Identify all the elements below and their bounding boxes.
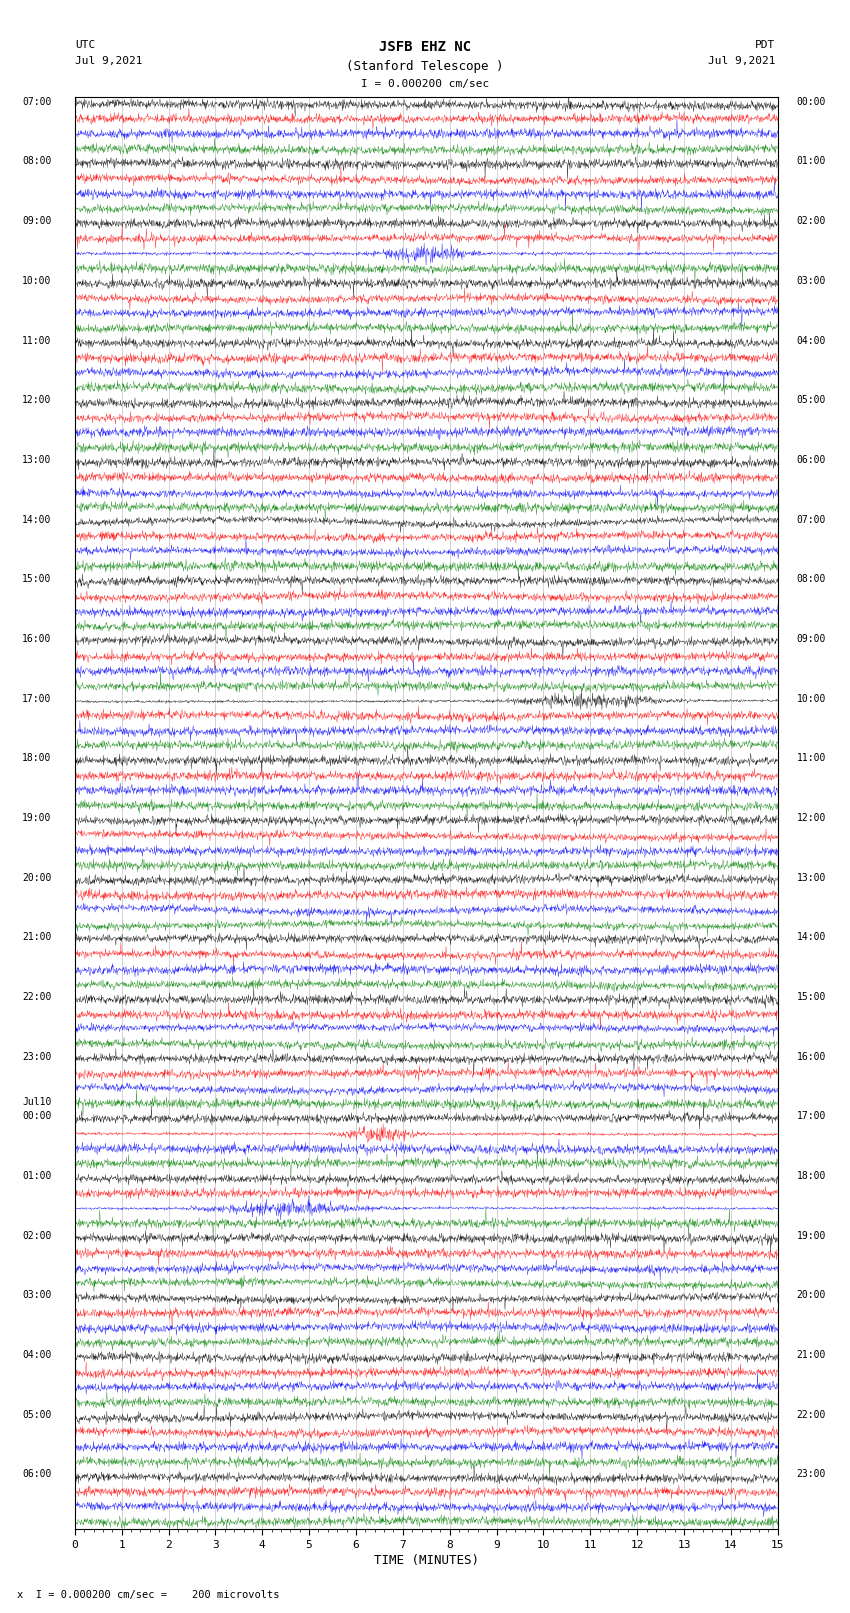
Text: 02:00: 02:00 [796,216,826,226]
Text: 03:00: 03:00 [796,276,826,286]
Text: 23:00: 23:00 [796,1469,826,1479]
Text: JSFB EHZ NC: JSFB EHZ NC [379,40,471,55]
Text: 12:00: 12:00 [796,813,826,823]
Text: UTC: UTC [75,40,95,50]
Text: Jul 9,2021: Jul 9,2021 [75,56,142,66]
Text: 08:00: 08:00 [22,156,51,166]
Text: I = 0.000200 cm/sec: I = 0.000200 cm/sec [361,79,489,89]
Text: 18:00: 18:00 [796,1171,826,1181]
Text: 23:00: 23:00 [22,1052,51,1061]
Text: 12:00: 12:00 [22,395,51,405]
Text: 22:00: 22:00 [22,992,51,1002]
Text: 10:00: 10:00 [796,694,826,703]
Text: 22:00: 22:00 [796,1410,826,1419]
Text: 17:00: 17:00 [796,1111,826,1121]
Text: 02:00: 02:00 [22,1231,51,1240]
Text: 19:00: 19:00 [22,813,51,823]
Text: 01:00: 01:00 [796,156,826,166]
Text: 00:00: 00:00 [796,97,826,106]
Text: 20:00: 20:00 [22,873,51,882]
Text: 13:00: 13:00 [796,873,826,882]
Text: 04:00: 04:00 [796,336,826,345]
Text: 05:00: 05:00 [796,395,826,405]
Text: 01:00: 01:00 [22,1171,51,1181]
Text: 11:00: 11:00 [22,336,51,345]
Text: 07:00: 07:00 [796,515,826,524]
Text: 21:00: 21:00 [796,1350,826,1360]
Text: 16:00: 16:00 [796,1052,826,1061]
Text: 11:00: 11:00 [796,753,826,763]
Text: x  I = 0.000200 cm/sec =    200 microvolts: x I = 0.000200 cm/sec = 200 microvolts [17,1590,280,1600]
Text: (Stanford Telescope ): (Stanford Telescope ) [346,60,504,73]
Text: 17:00: 17:00 [22,694,51,703]
Text: 16:00: 16:00 [22,634,51,644]
Text: 06:00: 06:00 [796,455,826,465]
Text: 15:00: 15:00 [22,574,51,584]
Text: 13:00: 13:00 [22,455,51,465]
Text: 07:00: 07:00 [22,97,51,106]
Text: 06:00: 06:00 [22,1469,51,1479]
Text: 14:00: 14:00 [22,515,51,524]
Text: Jul 9,2021: Jul 9,2021 [708,56,775,66]
Text: 15:00: 15:00 [796,992,826,1002]
Text: 09:00: 09:00 [796,634,826,644]
X-axis label: TIME (MINUTES): TIME (MINUTES) [374,1553,479,1566]
Text: 21:00: 21:00 [22,932,51,942]
Text: 18:00: 18:00 [22,753,51,763]
Text: 03:00: 03:00 [22,1290,51,1300]
Text: Jul10: Jul10 [22,1097,51,1107]
Text: 20:00: 20:00 [796,1290,826,1300]
Text: 09:00: 09:00 [22,216,51,226]
Text: 05:00: 05:00 [22,1410,51,1419]
Text: 10:00: 10:00 [22,276,51,286]
Text: 00:00: 00:00 [22,1111,51,1121]
Text: 14:00: 14:00 [796,932,826,942]
Text: 08:00: 08:00 [796,574,826,584]
Text: PDT: PDT [755,40,775,50]
Text: 04:00: 04:00 [22,1350,51,1360]
Text: 19:00: 19:00 [796,1231,826,1240]
